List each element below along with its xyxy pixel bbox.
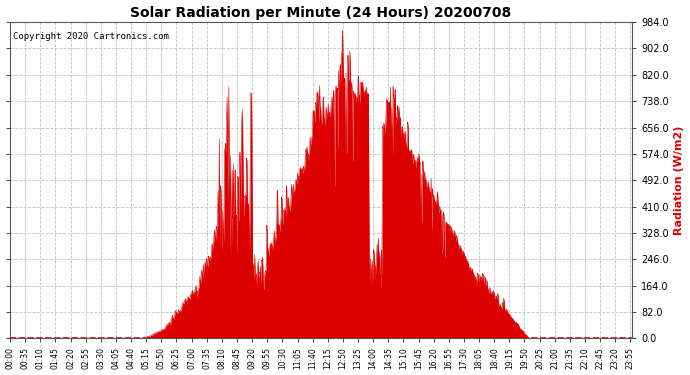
- Y-axis label: Radiation (W/m2): Radiation (W/m2): [674, 126, 684, 235]
- Text: Copyright 2020 Cartronics.com: Copyright 2020 Cartronics.com: [13, 32, 169, 40]
- Title: Solar Radiation per Minute (24 Hours) 20200708: Solar Radiation per Minute (24 Hours) 20…: [130, 6, 512, 20]
